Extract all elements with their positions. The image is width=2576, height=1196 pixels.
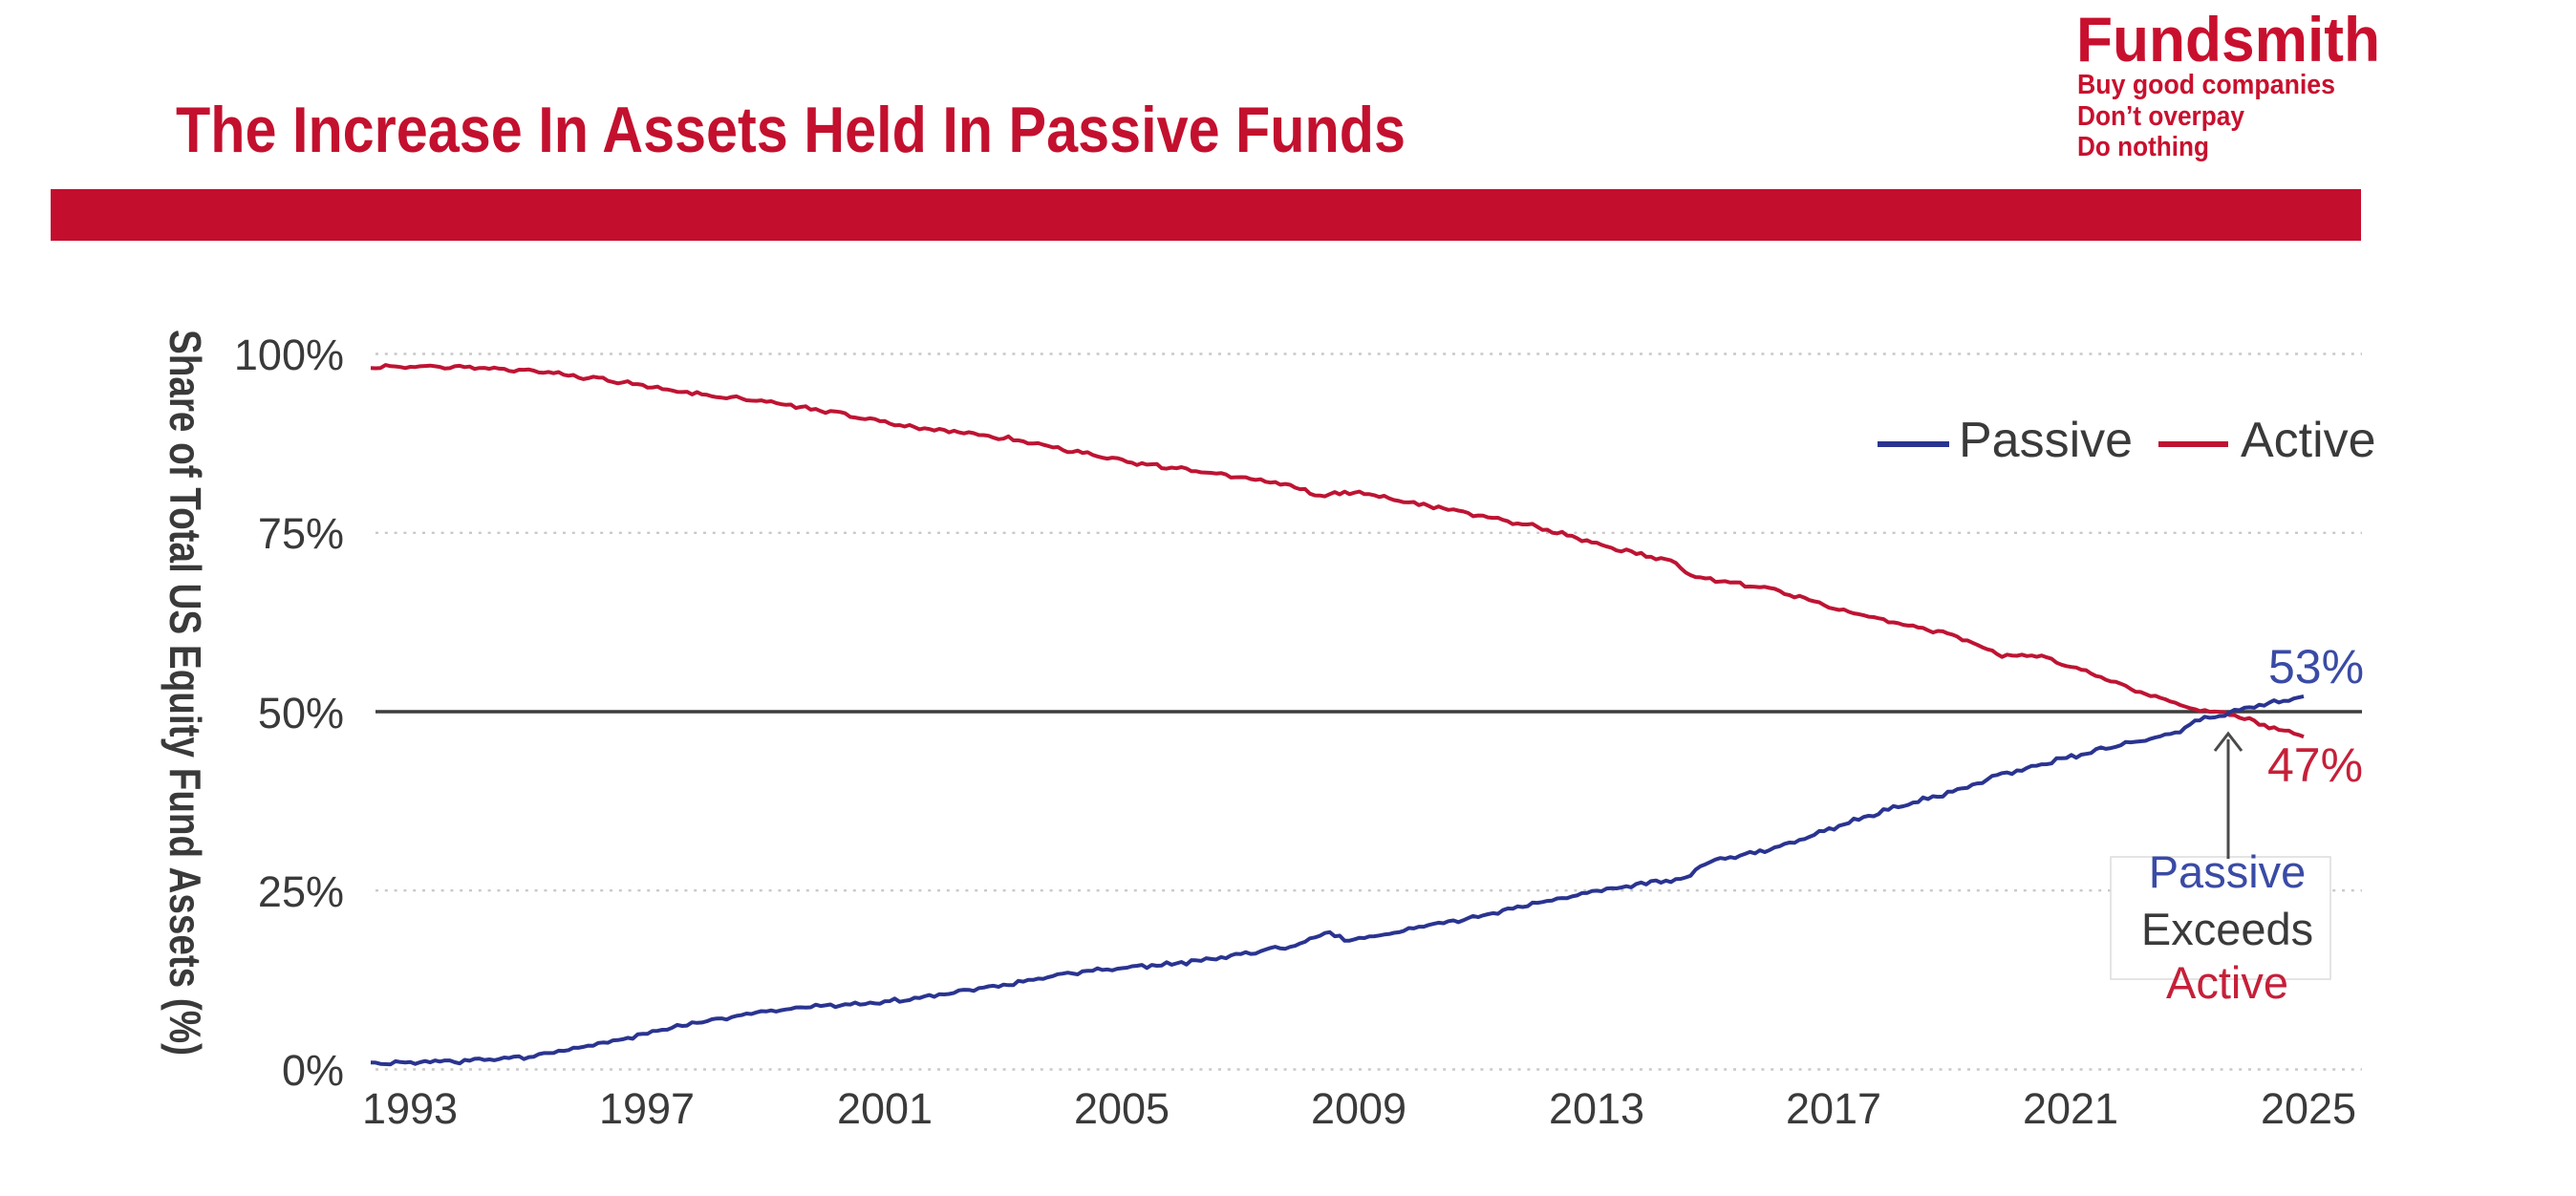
- svg-text:Fundsmith: Fundsmith: [2076, 4, 2380, 75]
- svg-text:25%: 25%: [258, 867, 344, 916]
- svg-text:2017: 2017: [1786, 1084, 1881, 1133]
- svg-text:75%: 75%: [258, 509, 344, 558]
- svg-text:50%: 50%: [258, 689, 344, 737]
- svg-text:0%: 0%: [282, 1046, 344, 1095]
- svg-text:Active: Active: [2241, 413, 2376, 468]
- svg-text:Share of Total US Equity Fund: Share of Total US Equity Fund Assets (%): [161, 330, 210, 1056]
- svg-text:1993: 1993: [362, 1084, 458, 1133]
- svg-text:Passive: Passive: [1959, 413, 2133, 468]
- svg-text:Don’t overpay: Don’t overpay: [2077, 101, 2244, 132]
- svg-text:Buy good companies: Buy good companies: [2077, 70, 2335, 100]
- svg-text:1997: 1997: [599, 1084, 695, 1133]
- svg-text:2009: 2009: [1311, 1084, 1406, 1133]
- svg-text:Active: Active: [2166, 957, 2288, 1008]
- svg-text:2013: 2013: [1549, 1084, 1644, 1133]
- svg-text:2001: 2001: [837, 1084, 933, 1133]
- svg-text:Exceeds: Exceeds: [2141, 904, 2313, 954]
- svg-text:53%: 53%: [2268, 640, 2364, 694]
- svg-text:47%: 47%: [2267, 738, 2363, 792]
- svg-text:Passive: Passive: [2149, 846, 2307, 897]
- svg-text:100%: 100%: [234, 331, 344, 379]
- svg-text:The Increase In Assets Held In: The Increase In Assets Held In Passive F…: [176, 94, 1406, 166]
- svg-text:2025: 2025: [2261, 1084, 2356, 1133]
- svg-text:2021: 2021: [2023, 1084, 2118, 1133]
- svg-text:Do nothing: Do nothing: [2077, 132, 2209, 162]
- svg-text:2005: 2005: [1074, 1084, 1170, 1133]
